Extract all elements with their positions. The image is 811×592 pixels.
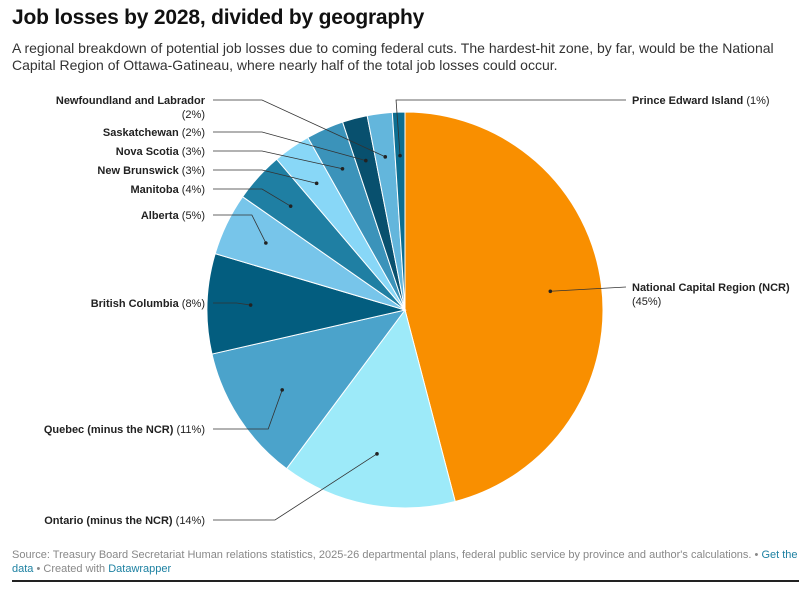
slice-label-saskatchewan: Saskatchewan (2%)	[103, 127, 205, 139]
pie-slice-british-columbia[interactable]	[206, 253, 407, 355]
slice-label-new-brunswick: New Brunswick (3%)	[97, 165, 205, 177]
source-text: Source: Treasury Board Secretariat Human…	[12, 549, 752, 561]
leader-line-manitoba	[213, 188, 291, 207]
leader-line-quebec-minus-the-ncr	[213, 389, 283, 430]
created-with-text: • Created with	[33, 563, 109, 575]
chart-subtitle: A regional breakdown of potential job lo…	[12, 40, 774, 73]
leader-line-newfoundland-and-labrador	[213, 99, 386, 158]
datawrapper-link[interactable]: Datawrapper	[108, 563, 172, 575]
slice-label-alberta: Alberta (5%)	[141, 210, 205, 222]
slice-label-national-capital-region-ncr: National Capital Region (NCR) (45%)	[632, 282, 790, 308]
leader-line-ontario-minus-the-ncr	[213, 453, 378, 521]
slice-label-prince-edward-island: Prince Edward Island (1%)	[632, 95, 770, 107]
chart-title: Job losses by 2028, divided by geography	[12, 6, 425, 29]
pie-slice-ontario-minus-the-ncr[interactable]	[285, 308, 456, 509]
leader-dot-ontario-minus-the-ncr	[375, 452, 379, 456]
leader-dot-national-capital-region-ncr	[548, 289, 553, 294]
leader-line-new-brunswick	[213, 169, 317, 184]
leader-dot-british-columbia	[248, 303, 253, 307]
leader-dot-manitoba	[288, 204, 293, 208]
pie-slice-national-capital-region-ncr[interactable]	[404, 111, 604, 503]
leader-line-alberta	[213, 214, 267, 244]
leader-line-saskatchewan	[213, 131, 366, 161]
slice-label-nova-scotia: Nova Scotia (3%)	[116, 146, 205, 158]
chart-footer: Source: Treasury Board Secretariat Human…	[12, 548, 802, 576]
slice-label-british-columbia: British Columbia (8%)	[91, 298, 205, 310]
slice-label-newfoundland-and-labrador: Newfoundland and Labrador (2%)	[56, 95, 206, 121]
leader-line-nova-scotia	[213, 150, 343, 170]
leader-dot-prince-edward-island	[398, 153, 402, 158]
slice-label-ontario-minus-the-ncr: Ontario (minus the NCR) (14%)	[44, 515, 205, 527]
leader-dot-nova-scotia	[340, 166, 345, 171]
leader-line-national-capital-region-ncr	[550, 286, 627, 292]
leader-lines	[213, 99, 627, 521]
bottom-rule	[12, 580, 799, 582]
leader-line-prince-edward-island	[395, 99, 626, 156]
get-data-link[interactable]: Get the data	[12, 549, 798, 575]
pie-slice-prince-edward-island[interactable]	[391, 111, 406, 311]
leader-dot-quebec-minus-the-ncr	[280, 388, 285, 392]
slice-labels: National Capital Region (NCR) (45%) Ontari…	[44, 95, 790, 527]
leader-dot-newfoundland-and-labrador	[383, 155, 388, 159]
leader-dot-new-brunswick	[314, 181, 319, 186]
leader-line-british-columbia	[213, 302, 251, 306]
slice-label-quebec-minus-the-ncr: Quebec (minus the NCR) (11%)	[44, 424, 205, 436]
leader-dot-alberta	[264, 241, 268, 245]
footer-separator: •	[751, 549, 762, 561]
slice-label-manitoba: Manitoba (4%)	[130, 184, 205, 196]
leader-dot-saskatchewan	[364, 158, 368, 163]
